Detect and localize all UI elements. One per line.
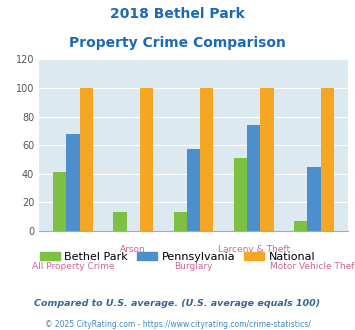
Bar (260, 88, 274, 231)
Bar (174, 213, 187, 231)
Bar (53, 172, 66, 231)
Text: Burglary: Burglary (174, 262, 213, 271)
Text: Arson: Arson (120, 245, 146, 254)
Text: Larceny & Theft: Larceny & Theft (218, 245, 290, 254)
Bar (307, 167, 321, 231)
Text: Property Crime Comparison: Property Crime Comparison (69, 36, 286, 50)
Bar (247, 125, 260, 231)
Text: Compared to U.S. average. (U.S. average equals 100): Compared to U.S. average. (U.S. average … (34, 299, 321, 308)
Bar (200, 88, 213, 231)
Bar (321, 88, 334, 231)
Text: All Property Crime: All Property Crime (32, 262, 114, 271)
Bar (187, 149, 200, 231)
Legend: Bethel Park, Pennsylvania, National: Bethel Park, Pennsylvania, National (36, 248, 320, 267)
Bar (80, 88, 93, 231)
Text: © 2025 CityRating.com - https://www.cityrating.com/crime-statistics/: © 2025 CityRating.com - https://www.city… (45, 320, 310, 329)
Text: Motor Vehicle Theft: Motor Vehicle Theft (270, 262, 355, 271)
Text: 2018 Bethel Park: 2018 Bethel Park (110, 7, 245, 20)
Bar (294, 221, 307, 231)
Bar (113, 213, 127, 231)
Bar (140, 88, 153, 231)
Bar (66, 134, 80, 231)
Bar (234, 158, 247, 231)
